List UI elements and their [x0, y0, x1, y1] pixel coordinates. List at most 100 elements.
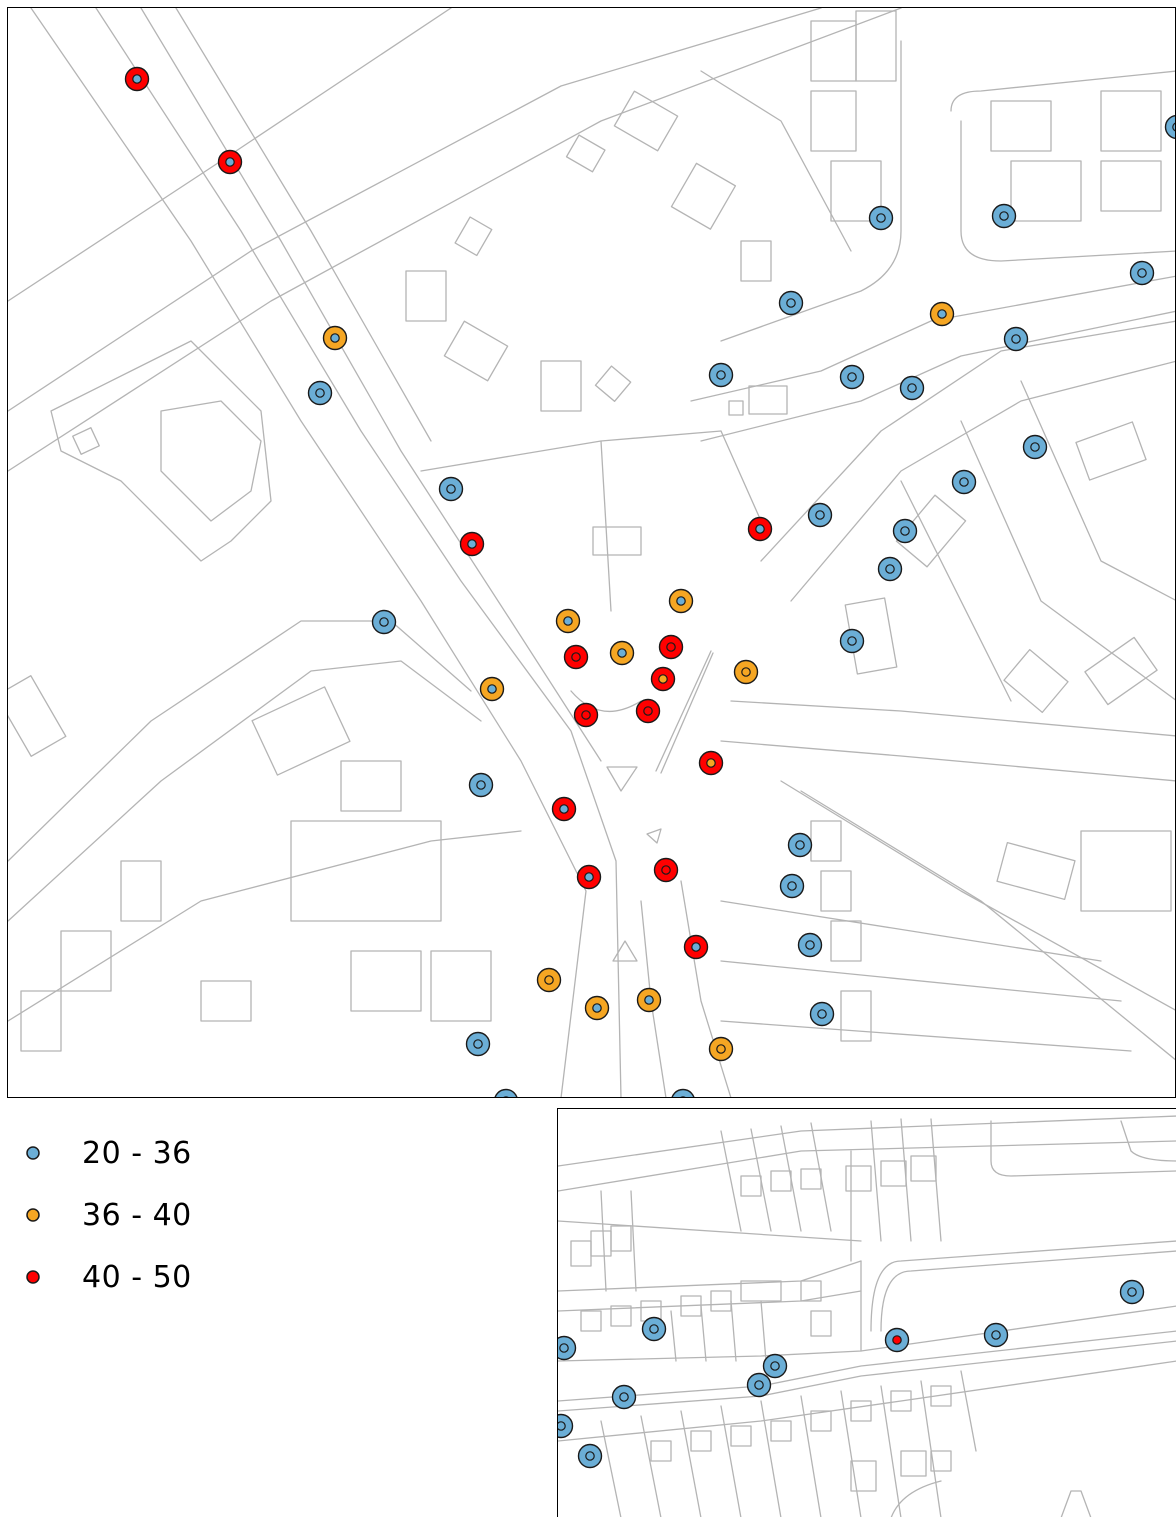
marker-dot — [592, 1003, 602, 1013]
main-marker-mid-20[interactable] — [733, 659, 759, 685]
legend-item-mid: 36 - 40 — [22, 1184, 192, 1246]
main-marker-high-23[interactable] — [653, 857, 679, 883]
inset-marker-low-4[interactable] — [762, 1353, 788, 1379]
marker-dot — [666, 642, 676, 652]
marker-dot — [786, 298, 796, 308]
main-marker-low-37[interactable] — [991, 203, 1017, 229]
main-marker-high-1[interactable] — [124, 66, 150, 92]
main-marker-low-5[interactable] — [438, 476, 464, 502]
main-marker-high-24[interactable] — [683, 934, 709, 960]
main-marker-low-44[interactable] — [807, 502, 833, 528]
marker-dot — [1172, 122, 1175, 132]
main-marker-low-32[interactable] — [778, 290, 804, 316]
main-marker-high-22[interactable] — [747, 516, 773, 542]
main-marker-mid-25[interactable] — [536, 967, 562, 993]
marker-dot — [770, 1361, 780, 1371]
main-marker-low-48[interactable] — [787, 832, 813, 858]
main-marker-low-30[interactable] — [494, 1088, 518, 1099]
marker-dot — [741, 667, 751, 677]
main-marker-high-2[interactable] — [217, 149, 243, 175]
street-basemap — [8, 8, 1175, 1097]
main-marker-low-47[interactable] — [839, 628, 865, 654]
main-map[interactable] — [7, 7, 1176, 1098]
main-marker-low-45[interactable] — [892, 518, 918, 544]
main-marker-low-33[interactable] — [708, 362, 734, 388]
main-marker-low-31[interactable] — [671, 1088, 695, 1099]
main-marker-low-41[interactable] — [1003, 326, 1029, 352]
marker-dot — [847, 372, 857, 382]
marker-dot — [706, 758, 716, 768]
marker-dot — [476, 780, 486, 790]
main-marker-high-16[interactable] — [658, 634, 684, 660]
main-marker-high-11[interactable] — [576, 864, 602, 890]
marker-dot — [617, 648, 627, 658]
main-marker-low-36[interactable] — [868, 205, 894, 231]
main-marker-low-46[interactable] — [877, 556, 903, 582]
marker-dot — [644, 995, 654, 1005]
inset-marker-low-10[interactable] — [577, 1443, 603, 1469]
marker-dot — [754, 1380, 764, 1390]
marker-dot — [817, 1009, 827, 1019]
main-marker-mid-15[interactable] — [668, 588, 694, 614]
inset-marker-low-3[interactable] — [884, 1327, 910, 1353]
marker-dot — [755, 524, 765, 534]
inset-marker-low-2[interactable] — [983, 1322, 1009, 1348]
marker-dot — [559, 1343, 569, 1353]
main-marker-low-50[interactable] — [797, 932, 823, 958]
inset-marker-low-8[interactable] — [558, 1335, 577, 1361]
main-marker-mid-12[interactable] — [555, 608, 581, 634]
main-marker-low-38[interactable] — [1129, 260, 1155, 286]
main-marker-low-51[interactable] — [809, 1001, 835, 1027]
main-marker-mid-14[interactable] — [609, 640, 635, 666]
marker-dot — [691, 942, 701, 952]
marker-dot — [581, 710, 591, 720]
marker-dot — [330, 333, 340, 343]
main-marker-high-18[interactable] — [573, 702, 599, 728]
main-marker-low-9[interactable] — [468, 772, 494, 798]
marker-dot — [315, 388, 325, 398]
inset-marker-low-7[interactable] — [611, 1384, 637, 1410]
inset-marker-low-6[interactable] — [641, 1316, 667, 1342]
legend-symbol-low — [26, 1146, 40, 1160]
main-marker-low-42[interactable] — [1022, 434, 1048, 460]
inset-map[interactable] — [557, 1108, 1176, 1517]
main-marker-low-4[interactable] — [307, 380, 333, 406]
main-marker-low-39[interactable] — [1164, 114, 1176, 140]
marker-dot — [847, 636, 857, 646]
main-marker-mid-26[interactable] — [584, 995, 610, 1021]
marker-dot — [716, 370, 726, 380]
marker-dot — [563, 616, 573, 626]
main-marker-high-17[interactable] — [650, 666, 676, 692]
marker-dot — [584, 872, 594, 882]
marker-dot — [991, 1330, 1001, 1340]
marker-dot — [487, 684, 497, 694]
main-marker-low-49[interactable] — [779, 873, 805, 899]
main-marker-mid-27[interactable] — [636, 987, 662, 1013]
main-marker-high-19[interactable] — [635, 698, 661, 724]
main-marker-mid-40[interactable] — [929, 301, 955, 327]
marker-dot — [225, 157, 235, 167]
marker-dot — [379, 617, 389, 627]
main-marker-low-34[interactable] — [839, 364, 865, 390]
marker-dot — [815, 510, 825, 520]
marker-dot — [885, 564, 895, 574]
inset-marker-low-5[interactable] — [746, 1372, 772, 1398]
inset-marker-low-9[interactable] — [558, 1413, 574, 1439]
main-marker-low-43[interactable] — [951, 469, 977, 495]
main-marker-low-7[interactable] — [371, 609, 397, 635]
main-marker-high-10[interactable] — [551, 796, 577, 822]
main-marker-mid-3[interactable] — [322, 325, 348, 351]
main-marker-high-6[interactable] — [459, 531, 485, 557]
marker-dot — [1011, 334, 1021, 344]
main-marker-low-29[interactable] — [465, 1031, 491, 1057]
marker-dot — [716, 1044, 726, 1054]
main-marker-high-21[interactable] — [698, 750, 724, 776]
main-marker-mid-28[interactable] — [708, 1036, 734, 1062]
inset-marker-low-1[interactable] — [1119, 1279, 1145, 1305]
main-marker-mid-8[interactable] — [479, 676, 505, 702]
legend-label-high: 40 - 50 — [82, 1259, 192, 1295]
inset-map-markers — [558, 1279, 1145, 1469]
main-marker-high-13[interactable] — [563, 644, 589, 670]
main-map-canvas — [8, 8, 1176, 1099]
main-marker-low-35[interactable] — [899, 375, 925, 401]
